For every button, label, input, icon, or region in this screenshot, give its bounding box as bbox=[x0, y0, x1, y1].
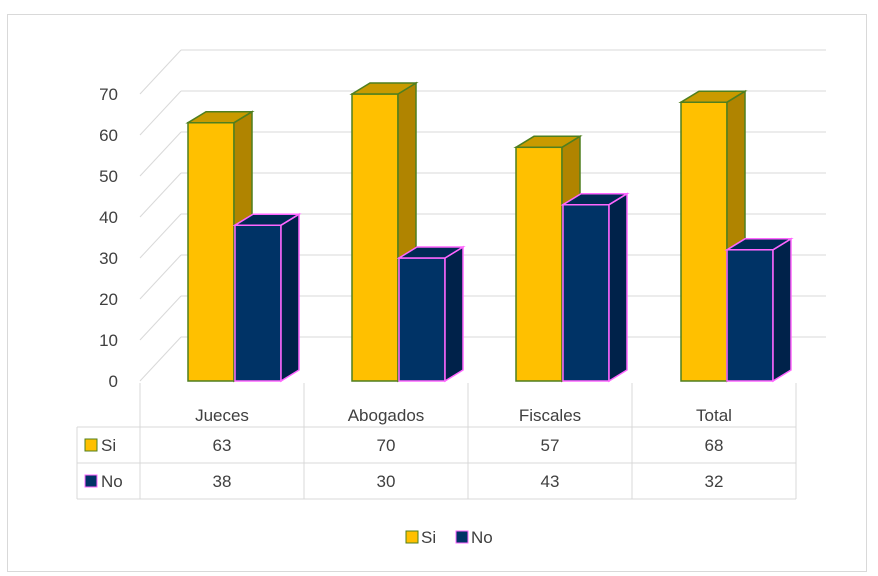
gridline-depth bbox=[140, 255, 181, 299]
table-cell: 63 bbox=[213, 436, 232, 455]
bar-si-abogados-front bbox=[352, 94, 398, 381]
bar-si-jueces-front bbox=[188, 123, 234, 381]
y-tick-label: 10 bbox=[99, 331, 118, 350]
bar-si-total-front bbox=[681, 102, 727, 381]
bar-no-fiscales bbox=[563, 194, 627, 381]
y-tick-label: 60 bbox=[99, 126, 118, 145]
table-series-label: No bbox=[101, 472, 123, 491]
legend-label: No bbox=[471, 528, 493, 547]
legend-label: Si bbox=[421, 528, 436, 547]
y-tick-label: 40 bbox=[99, 208, 118, 227]
table-legend-key-si bbox=[85, 439, 97, 451]
table-legend-key-no bbox=[85, 475, 97, 487]
bar-no-fiscales-front bbox=[563, 205, 609, 381]
y-tick-label: 70 bbox=[99, 85, 118, 104]
gridline-depth bbox=[140, 91, 181, 135]
table-cell: 57 bbox=[541, 436, 560, 455]
gridline-depth bbox=[140, 214, 181, 258]
y-tick-label: 30 bbox=[99, 249, 118, 268]
bars bbox=[188, 83, 791, 381]
y-tick-label: 50 bbox=[99, 167, 118, 186]
gridline-depth bbox=[140, 132, 181, 176]
bar-no-abogados bbox=[399, 247, 463, 381]
table-cell: 38 bbox=[213, 472, 232, 491]
gridline-depth bbox=[140, 337, 181, 381]
data-table: Jueces Abogados Fiscales Total Si 63 70 57 68 No 3… bbox=[77, 383, 796, 499]
bar-si-fiscales-front bbox=[516, 147, 562, 381]
category-label: Total bbox=[696, 406, 732, 425]
y-axis-ticks: 0 10 20 30 40 50 60 70 bbox=[99, 85, 118, 391]
gridline-depth bbox=[140, 50, 181, 94]
legend-key-si bbox=[406, 531, 418, 543]
y-tick-label: 20 bbox=[99, 290, 118, 309]
y-tick-label: 0 bbox=[109, 372, 118, 391]
table-cell: 68 bbox=[705, 436, 724, 455]
table-cell: 30 bbox=[377, 472, 396, 491]
bar-no-total bbox=[727, 239, 791, 381]
bar-no-abogados-front bbox=[399, 258, 445, 381]
legend: Si No bbox=[406, 528, 493, 547]
bar-no-jueces-side bbox=[281, 214, 299, 381]
bar-no-total-side bbox=[773, 239, 791, 381]
bar-no-jueces bbox=[235, 214, 299, 381]
table-cell: 70 bbox=[377, 436, 396, 455]
bar-no-abogados-side bbox=[445, 247, 463, 381]
legend-key-no bbox=[456, 531, 468, 543]
category-label: Abogados bbox=[348, 406, 425, 425]
bar-no-jueces-front bbox=[235, 225, 281, 381]
gridline-depth bbox=[140, 173, 181, 217]
bar-no-fiscales-side bbox=[609, 194, 627, 381]
bar-no-total-front bbox=[727, 250, 773, 381]
category-label: Jueces bbox=[195, 406, 249, 425]
table-series-label: Si bbox=[101, 436, 116, 455]
table-cell: 43 bbox=[541, 472, 560, 491]
gridline-depth bbox=[140, 296, 181, 340]
table-cell: 32 bbox=[705, 472, 724, 491]
category-label: Fiscales bbox=[519, 406, 581, 425]
